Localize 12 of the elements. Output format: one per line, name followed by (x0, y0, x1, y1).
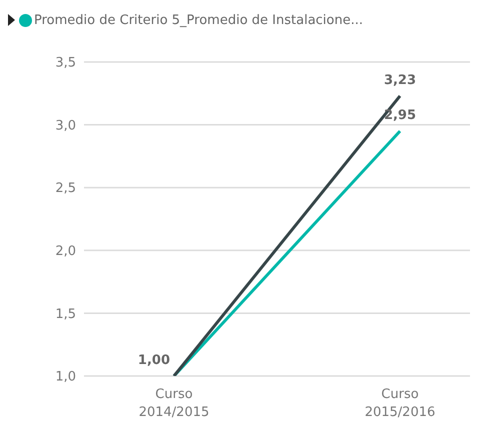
x-tick-label: Curso 2014/2015 (138, 387, 210, 420)
x-tick-label: Curso 2015/2016 (364, 387, 436, 420)
y-tick-label: 2,5 (55, 181, 76, 196)
y-tick-label: 3,0 (55, 118, 76, 134)
y-tick-label: 3,5 (55, 56, 76, 71)
y-tick-label: 2,0 (55, 244, 76, 260)
y-tick-label: 1,5 (55, 306, 76, 322)
data-label: 1,00 (138, 353, 170, 368)
legend-label: Promedio de Criterio 5_Promedio de Instalacione... (34, 12, 364, 28)
data-label: 2,95 (384, 108, 416, 124)
data-label: 3,23 (384, 72, 416, 88)
y-tick-label: 1,0 (55, 370, 76, 385)
